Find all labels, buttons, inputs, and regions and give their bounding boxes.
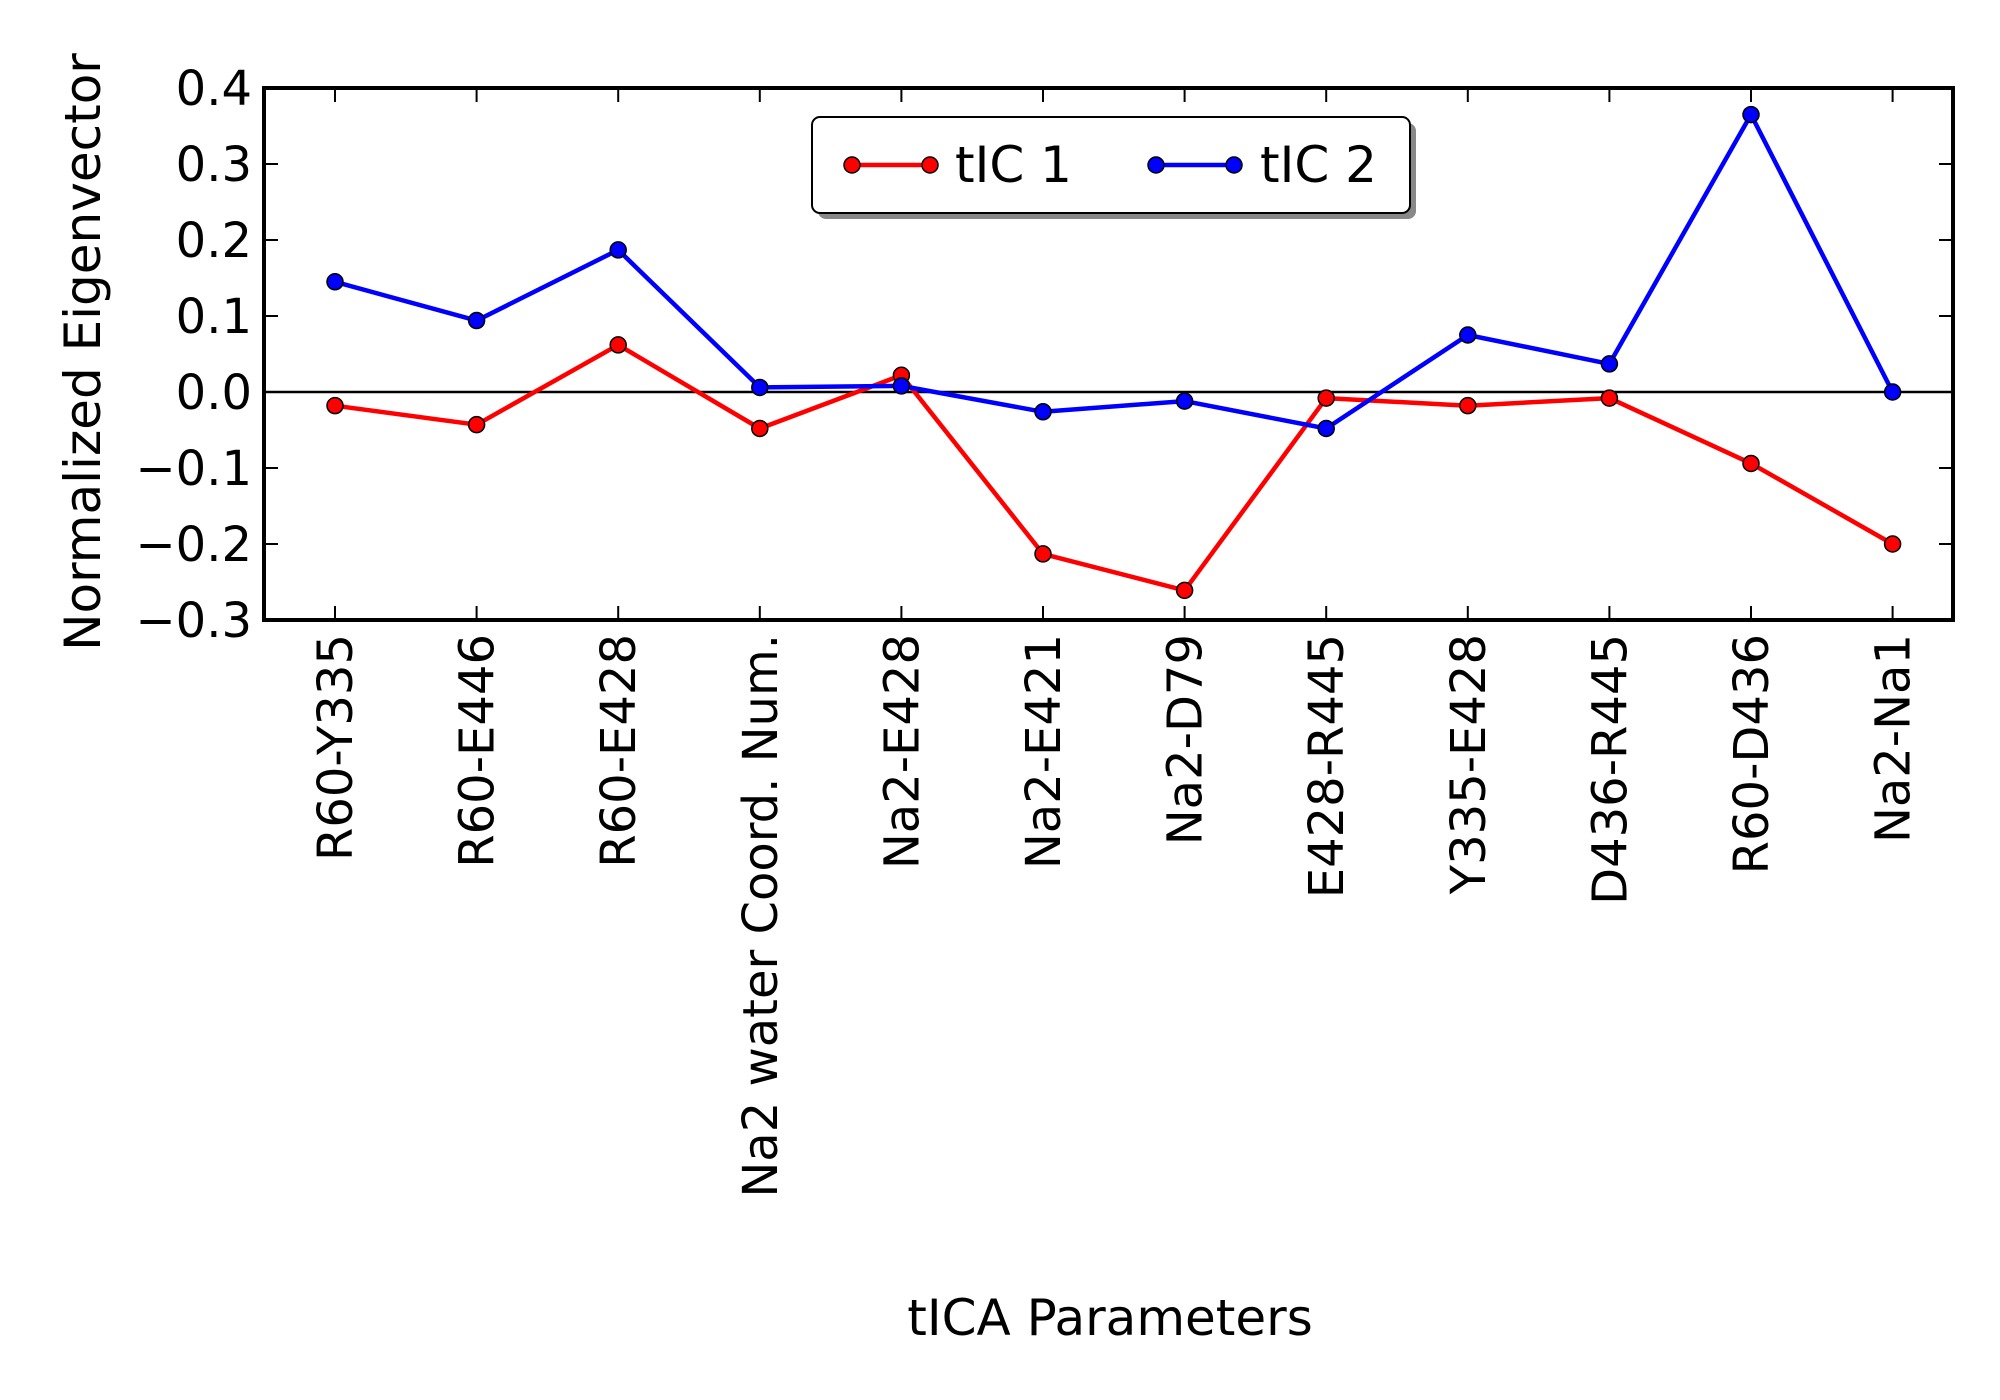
series-1-point	[1742, 454, 1760, 473]
legend-marker	[921, 156, 939, 174]
series-2-point	[892, 377, 911, 395]
y-tick-label: 0.3	[176, 137, 252, 193]
plot-layer	[264, 105, 1953, 600]
series-line-1	[334, 342, 1894, 593]
series-1-point	[1317, 389, 1335, 407]
y-axis-title: Normalized Eigenvector	[54, 53, 112, 651]
series-2-point	[326, 273, 344, 291]
series-1-point	[1883, 535, 1902, 553]
x-tick-label: D436-R445	[1582, 634, 1638, 905]
y-tick-label: 0.4	[176, 61, 252, 117]
series-1-point	[1175, 581, 1194, 600]
series-2-point	[467, 311, 486, 330]
plot-frame	[262, 86, 1955, 622]
series-1-point	[1600, 389, 1619, 407]
x-tick-label: R60-D436	[1724, 634, 1780, 874]
series-2-point	[1600, 355, 1619, 373]
x-tick-label: Na2-D79	[1158, 634, 1214, 845]
x-tick-label: E428-R445	[1299, 634, 1355, 898]
series-2-point	[1317, 419, 1335, 438]
legend-marker	[843, 156, 861, 174]
y-tick-label: −0.1	[135, 441, 252, 497]
series-2-point	[1459, 326, 1477, 344]
legend-marker	[1225, 156, 1243, 174]
series-1-point	[326, 396, 344, 415]
legend-marker	[1147, 156, 1165, 174]
series-2-point	[1034, 403, 1052, 421]
series-1-point	[1034, 545, 1052, 563]
series-2-point	[1883, 383, 1902, 401]
series-2-point	[1175, 392, 1194, 410]
y-tick-label: −0.3	[135, 593, 252, 649]
series-1-point	[751, 419, 769, 438]
series-1-point	[1459, 396, 1477, 415]
legend-box	[811, 116, 1411, 214]
x-tick-label: Na2-Na1	[1866, 634, 1922, 843]
y-tick-label: 0.1	[176, 289, 252, 345]
x-tick-label: Na2-E421	[1016, 634, 1072, 869]
x-tick-label: R60-E428	[591, 634, 647, 868]
y-tick-label: −0.2	[135, 517, 252, 573]
y-tick-label: 0.2	[176, 213, 252, 269]
series-2-point	[751, 378, 769, 397]
series-2-point	[609, 241, 627, 259]
series-2-point	[1742, 105, 1760, 124]
series-1-point	[467, 415, 486, 434]
x-tick-label: Na2 water Coord. Num.	[733, 634, 789, 1198]
x-tick-label: R60-Y335	[308, 634, 364, 861]
x-axis-title: tICA Parameters	[907, 1289, 1313, 1347]
series-1-point	[609, 336, 627, 354]
x-tick-label: Na2-E428	[874, 634, 930, 869]
y-tick-label: 0.0	[176, 365, 252, 421]
legend-label-1: tIC 1	[955, 136, 1072, 194]
legend-label-2: tIC 2	[1260, 136, 1377, 194]
series-line-2	[334, 112, 1895, 431]
x-tick-label: Y335-E428	[1441, 634, 1497, 895]
legend: tIC 1 tIC 2	[811, 116, 1416, 219]
axis-layer: 0.4 0.3 0.2 0.1 0.0 −0.1 −0.2 −0.3 R60-Y335 R60-E…	[135, 61, 1955, 1198]
x-tick-label: R60-E446	[450, 634, 506, 868]
